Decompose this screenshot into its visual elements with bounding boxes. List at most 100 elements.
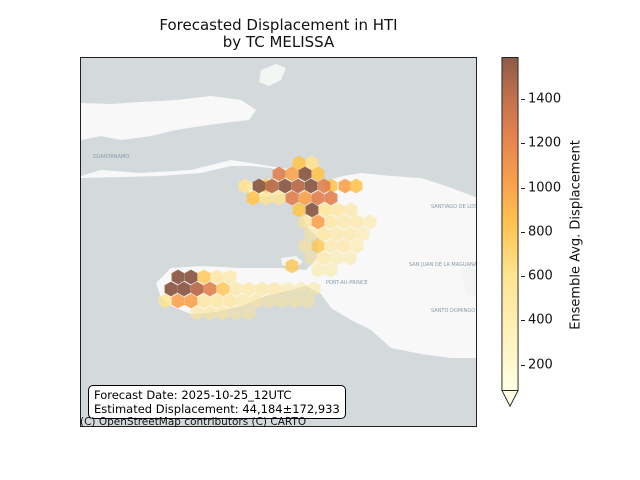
hexbin-cell [311,190,325,206]
hexbin-cell [324,214,338,230]
hexbin-cell [343,250,357,266]
hexbin-cell [223,269,237,285]
hexbin-cell [190,305,204,321]
hexbin-cell [317,178,331,194]
hexbin-cell [337,238,351,254]
hexbin-cell [298,214,312,230]
hexbin-cell [275,293,289,309]
hexbin-cell [184,269,198,285]
hexbin-cell [294,281,308,297]
hexbin-cell [265,178,279,194]
colorbar-gradient [501,57,519,392]
hexbin-cell [304,178,318,194]
hexbin-cell [307,281,321,297]
hexbin-cell [349,178,363,194]
map-panel[interactable]: GUANTANAMO PORT-AU-PRINCE SANTIAGO DE LO… [80,57,477,427]
displacement-hexbins [158,155,377,321]
title-line-2: by TC MELISSA [222,33,335,51]
hexbin-cell [262,293,276,309]
hexbin-cell [229,305,243,321]
hexbin-cell [242,281,256,297]
colorbar-tick-label: 600 [528,268,553,284]
colorbar [501,57,519,408]
label-guantanamo: GUANTANAMO [93,154,129,160]
hexbin-cell [318,202,332,218]
hexbin-cell [363,214,377,230]
hexbin-cell [272,166,286,182]
hexbin-cell [255,281,269,297]
hexbin-cell [197,293,211,309]
hexbin-cell [330,226,344,242]
label-san-juan: SAN JUAN DE LA MAGUANA [409,262,477,268]
hexbin-cell [324,238,338,254]
hexbin-cell [317,250,331,266]
hexbin-cell [252,178,266,194]
hexbin-cell [223,293,237,309]
hexbin-cell [190,281,204,297]
hexbin-cell [197,269,211,285]
hexbin-cell [210,269,224,285]
hexbin-cell [246,190,260,206]
hexbin-cell [203,281,217,297]
hexbin-cell [291,178,305,194]
hexbin-cell [164,281,178,297]
colorbar-tick-label: 1200 [528,135,562,151]
hexbin-cell [259,190,273,206]
hexbin-cell [292,202,306,218]
hexbin-cell [311,262,325,278]
estimated-displacement: Estimated Displacement: 44,184±172,933 [94,402,340,416]
hexbin-cell [350,238,364,254]
colorbar-tick-label: 800 [528,224,553,240]
hexbin-cell [301,293,315,309]
colorbar-tick-label: 400 [528,312,553,328]
title-line-1: Forecasted Displacement in HTI [159,16,398,34]
hexbin-cell [324,262,338,278]
hexbin-cell [184,293,198,309]
chart-title: Forecasted Displacement in HTI by TC MEL… [80,17,477,51]
hexbin-cell [344,202,358,218]
hexbin-cell [298,238,312,254]
hexbin-cell [350,214,364,230]
hexbin-cell [229,281,243,297]
hexbin-cell [292,155,306,171]
hexbin-cell [285,190,299,206]
hexbin-cell [210,293,224,309]
hexbin-cell [278,178,292,194]
hexbin-cell [177,281,191,297]
hexbin-cell [236,293,250,309]
label-santiago: SANTIAGO DE LOS CABALLEROS [431,204,477,210]
hexbin-cell [272,190,286,206]
hexbin-cell [216,305,230,321]
inagua-island [259,64,286,86]
cuba-landmass [81,96,256,140]
hexbin-cell [298,166,312,182]
colorbar-label: Ensemble Avg. Displacement [568,140,584,330]
forecast-date: Forecast Date: 2025-10-25_12UTC [94,388,292,402]
hexbin-cell [311,238,325,254]
hexbin-cell [338,178,352,194]
hexbin-cell [238,178,252,194]
hexbin-cell [324,190,338,206]
east-land [461,264,476,298]
hexbin-cell [288,293,302,309]
hexbin-cell [268,281,282,297]
label-santo-domingo: SANTO DOMINGO [431,308,475,314]
hispaniola-landmass [81,160,476,358]
hexbin-cell [203,305,217,321]
colorbar-tick-label: 1400 [528,91,562,107]
hexbin-cell [311,214,325,230]
hexbin-cell [356,226,370,242]
hexbin-cell [304,226,318,242]
colorbar-tick [521,187,525,189]
hexbin-cell [242,305,256,321]
hexbin-cell [158,293,172,309]
colorbar-tick [521,231,525,233]
hexbin-cell [305,155,319,171]
hexbin-cell [171,269,185,285]
colorbar-tick-label: 200 [528,357,553,373]
hexbin-cell [171,293,185,309]
hexbin-cell [285,258,299,274]
hexbin-cell [281,281,295,297]
basemap: GUANTANAMO PORT-AU-PRINCE SANTIAGO DE LO… [81,64,477,358]
colorbar-tick [521,143,525,145]
